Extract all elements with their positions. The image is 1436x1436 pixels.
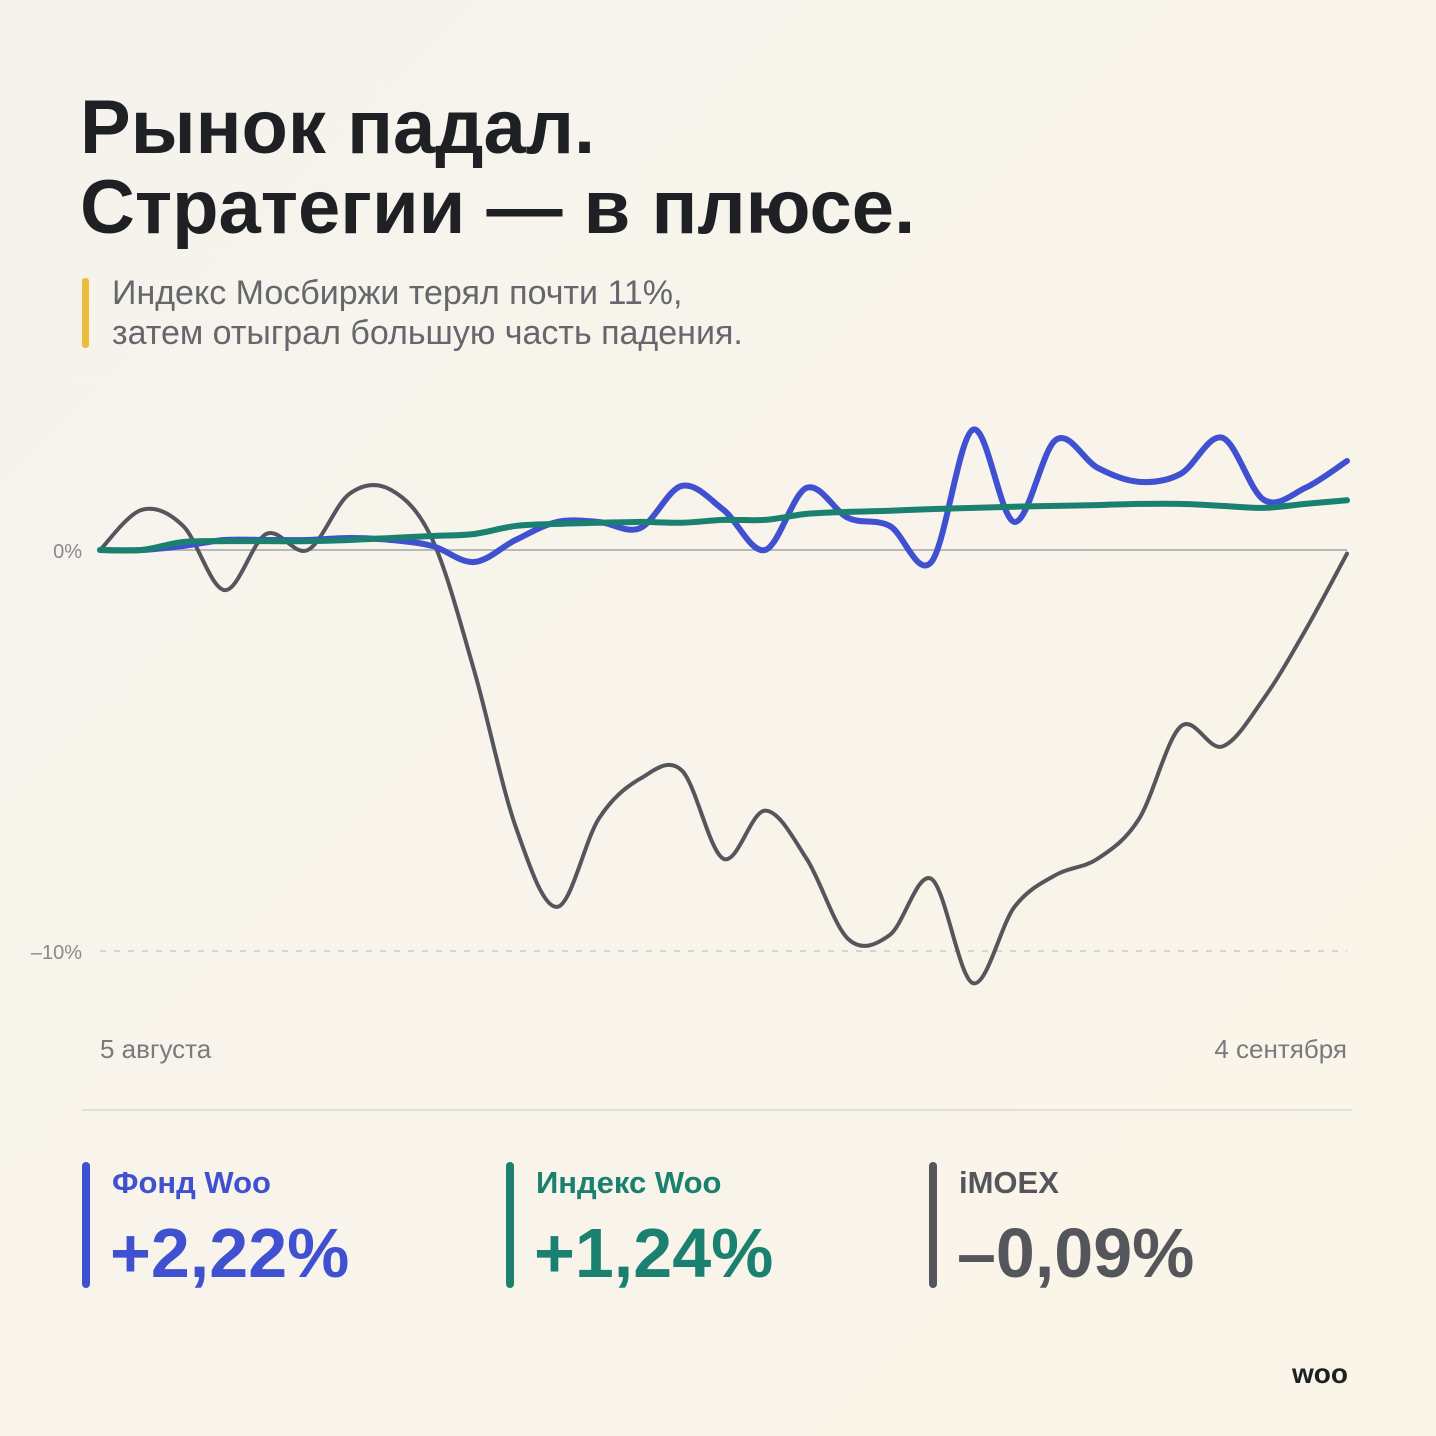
subtitle-line: Индекс Мосбиржи терял почти 11%, bbox=[112, 274, 682, 312]
title-line: Рынок падал. bbox=[80, 85, 595, 170]
legend-name: Фонд Woo bbox=[112, 1165, 271, 1200]
title-line: Стратегии — в плюсе. bbox=[80, 165, 915, 250]
x-tick-label: 5 августа bbox=[100, 1034, 212, 1064]
legend-name: Индекс Woo bbox=[536, 1165, 721, 1200]
legend-bar bbox=[929, 1162, 937, 1288]
legend-bar bbox=[506, 1162, 514, 1288]
legend-change: +1,24% bbox=[534, 1214, 773, 1292]
subtitle-line: затем отыграл большую часть падения. bbox=[112, 314, 743, 352]
legend-change: +2,22% bbox=[110, 1214, 349, 1292]
legend-bar bbox=[82, 1162, 90, 1288]
y-tick-label: 0% bbox=[53, 541, 82, 563]
legend-change: –0,09% bbox=[957, 1214, 1194, 1292]
x-tick-label: 4 сентября bbox=[1214, 1034, 1347, 1064]
y-tick-label: –10% bbox=[31, 942, 82, 964]
accent-bar bbox=[82, 278, 89, 348]
brand: woo bbox=[1291, 1358, 1348, 1389]
series-line bbox=[97, 497, 1350, 554]
legend-name: iMOEX bbox=[959, 1165, 1059, 1200]
